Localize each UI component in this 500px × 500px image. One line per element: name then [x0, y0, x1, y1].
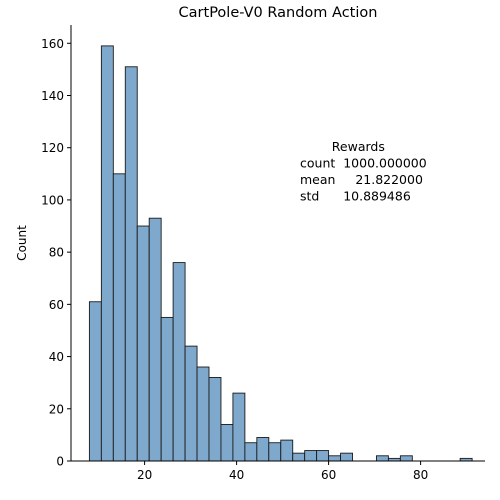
stats-line-2: mean 21.822000 — [300, 172, 423, 187]
y-tick-label-20: 20 — [49, 402, 64, 416]
stats-line-0: Rewards — [300, 139, 385, 154]
x-tick-label-40: 40 — [229, 468, 244, 482]
histogram-bar-7 — [172, 262, 186, 462]
histogram-bar-4 — [136, 225, 150, 462]
y-tick-label-60: 60 — [49, 298, 64, 312]
histogram-bar-6 — [160, 316, 174, 462]
y-axis-label: Count — [15, 225, 29, 261]
y-tick-label-80: 80 — [49, 246, 64, 260]
histogram-bar-15 — [268, 442, 282, 462]
histogram-bar-13 — [244, 442, 258, 462]
histogram-bar-20 — [328, 455, 342, 462]
histogram-bar-18 — [304, 450, 318, 462]
histogram-bar-0 — [88, 301, 102, 462]
histogram-bar-3 — [124, 66, 138, 462]
histogram-bar-9 — [196, 366, 210, 462]
x-tick-label-60: 60 — [321, 468, 336, 482]
histogram-bar-1 — [100, 45, 114, 462]
stats-line-1: count 1000.000000 — [300, 156, 427, 171]
histogram-bar-22 — [375, 455, 389, 462]
y-tick-label-0: 0 — [56, 455, 64, 469]
y-tick-label-160: 160 — [41, 37, 64, 51]
y-axis-ticks: 0 20 40 60 80 100 120 140 160 — [41, 37, 71, 469]
histogram-bar-2 — [112, 173, 126, 462]
chart-title: CartPole-V0 Random Action — [179, 5, 378, 21]
x-tick-label-80: 80 — [413, 468, 428, 482]
x-tick-label-20: 20 — [137, 468, 152, 482]
histogram-bar-10 — [208, 377, 222, 462]
histogram-bars — [88, 45, 473, 462]
y-tick-label-140: 140 — [41, 89, 64, 103]
histogram-bar-21 — [340, 452, 353, 462]
histogram-bar-19 — [316, 450, 330, 462]
y-tick-label-40: 40 — [49, 350, 64, 364]
y-tick-label-120: 120 — [41, 141, 64, 155]
histogram-bar-14 — [256, 437, 270, 462]
histogram-bar-11 — [220, 424, 234, 462]
histogram-bar-5 — [148, 217, 162, 462]
y-tick-label-100: 100 — [41, 193, 64, 207]
histogram-bar-16 — [280, 439, 294, 462]
stats-line-3: std 10.889486 — [300, 189, 411, 204]
histogram-bar-8 — [184, 345, 198, 462]
histogram-bar-17 — [292, 452, 306, 462]
histogram-bar-24 — [399, 455, 413, 462]
histogram-bar-12 — [232, 392, 246, 462]
x-axis-ticks: 20 40 60 80 — [137, 461, 428, 482]
